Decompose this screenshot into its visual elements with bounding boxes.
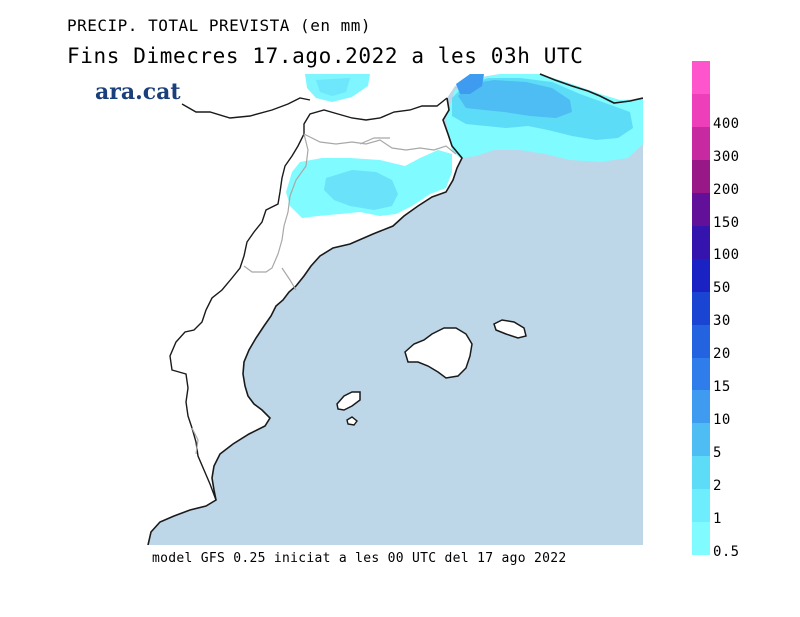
- legend-swatch: [692, 93, 710, 128]
- legend-swatch: [692, 422, 710, 457]
- precip-cell-gulf-of-lion-peak: [456, 74, 484, 94]
- legend-swatch: [692, 488, 710, 523]
- legend-label: 0.5: [713, 543, 740, 560]
- legend-swatch: [692, 225, 710, 259]
- island-menorca: [493, 319, 527, 339]
- precipitation-cells: [286, 74, 452, 218]
- legend-swatch: [692, 357, 710, 391]
- legend-label: 30: [713, 313, 731, 330]
- map-title: PRECIP. TOTAL PREVISTA (en mm): [67, 16, 371, 35]
- legend-swatch: [692, 192, 710, 226]
- legend-label: 200: [713, 181, 740, 198]
- legend-swatch: [692, 159, 710, 194]
- legend-swatch: [692, 258, 710, 292]
- national-border: [169, 97, 448, 501]
- precip-cell-pyrenees-inner: [316, 78, 350, 96]
- legend-swatch: [692, 324, 710, 358]
- model-run-info: model GFS 0.25 iniciat a les 00 UTC del …: [152, 551, 567, 566]
- legend-label: 1: [713, 510, 722, 527]
- coastline: [147, 73, 643, 545]
- legend-label: 20: [713, 346, 731, 363]
- regional-border: [191, 133, 457, 455]
- precip-cell-gulf-of-lion-core: [458, 80, 572, 118]
- legend-label: 400: [713, 115, 740, 132]
- legend-label: 150: [713, 214, 740, 231]
- northern-border: [181, 97, 311, 119]
- legend-label: 50: [713, 280, 731, 297]
- aracat-logo: ara.cat: [95, 79, 181, 105]
- legend-color-scale: [692, 61, 710, 555]
- legend-label: 10: [713, 411, 731, 428]
- island-formentera: [346, 416, 358, 426]
- legend-swatch: [692, 61, 710, 95]
- legend-swatch: [692, 521, 710, 555]
- legend-swatch: [692, 291, 710, 325]
- island-mallorca: [404, 327, 473, 379]
- legend-swatch: [692, 126, 710, 161]
- map-subtitle: Fins Dimecres 17.ago.2022 a les 03h UTC: [67, 44, 584, 68]
- legend-swatch: [692, 455, 710, 490]
- precip-cell-catalonia-core: [324, 170, 398, 210]
- legend-label: 2: [713, 477, 722, 494]
- legend-label: 15: [713, 379, 731, 395]
- legend-label: 5: [713, 444, 722, 461]
- legend-label: 300: [713, 148, 740, 165]
- precipitation-map: [67, 73, 643, 545]
- legend-label: 100: [713, 247, 740, 264]
- land-mass: [67, 73, 643, 545]
- island-ibiza: [336, 391, 361, 411]
- legend-swatch: [692, 390, 710, 424]
